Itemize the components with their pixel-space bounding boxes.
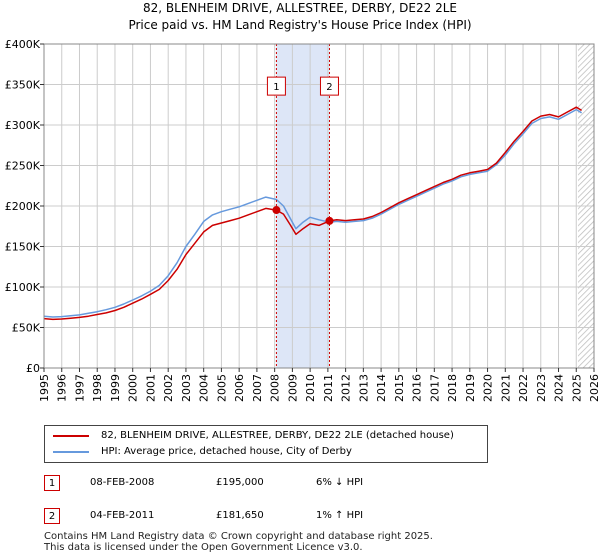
chart-title: 82, BLENHEIM DRIVE, ALLESTREE, DERBY, DE…: [143, 1, 457, 15]
y-tick-label: £100K: [5, 281, 41, 294]
y-tick-label: £250K: [5, 160, 41, 173]
series-line-property: [43, 106, 582, 321]
x-tick-label: 2003: [180, 374, 193, 402]
x-tick-label: 2013: [357, 374, 370, 402]
x-tick-label: 2012: [340, 374, 353, 402]
x-tick-label: 2024: [553, 374, 566, 402]
transaction-number-badge: 2: [44, 508, 60, 524]
legend: 82, BLENHEIM DRIVE, ALLESTREE, DERBY, DE…: [44, 425, 488, 463]
transaction-price: £181,650: [216, 510, 264, 521]
x-tick-label: 2017: [428, 374, 441, 402]
x-tick-label: 2005: [215, 374, 228, 402]
x-tick-label: 2011: [322, 374, 335, 402]
x-tick-label: 2000: [127, 374, 140, 402]
footer-copyright: Contains HM Land Registry data © Crown c…: [44, 531, 433, 542]
x-tick-label: 1998: [91, 374, 104, 402]
x-tick-label: 2016: [411, 374, 424, 402]
x-tick-label: 2020: [482, 374, 495, 402]
y-tick-label: £0: [26, 362, 40, 375]
table-row: 1 08-FEB-2008 £195,000 6% ↓ HPI: [44, 473, 564, 495]
x-tick-label: 2021: [499, 374, 512, 402]
transactions-table: 1 08-FEB-2008 £195,000 6% ↓ HPI 2 04-FEB…: [44, 473, 564, 539]
x-tick-label: 2022: [517, 374, 530, 402]
sale-point: [325, 216, 334, 225]
x-tick-label: 2010: [304, 374, 317, 402]
legend-swatch-red: [53, 435, 89, 437]
transaction-hpi-diff: 6% ↓ HPI: [316, 477, 364, 488]
transaction-price: £195,000: [216, 477, 264, 488]
y-tick-label: £400K: [5, 38, 41, 51]
legend-label-property: 82, BLENHEIM DRIVE, ALLESTREE, DERBY, DE…: [101, 430, 454, 441]
x-tick-label: 1997: [73, 374, 86, 402]
series-line-hpi: [43, 108, 582, 318]
x-tick-label: 2018: [446, 374, 459, 402]
sale-point: [272, 206, 281, 215]
legend-item-property: 82, BLENHEIM DRIVE, ALLESTREE, DERBY, DE…: [53, 429, 483, 443]
y-tick-label: £150K: [5, 241, 41, 254]
transaction-date: 08-FEB-2008: [90, 477, 155, 488]
x-tick-label: 2008: [269, 374, 282, 402]
x-tick-label: 2002: [162, 374, 175, 402]
x-tick-label: 2014: [375, 374, 388, 402]
x-tick-label: 2015: [393, 374, 406, 402]
sale-label-text: 2: [326, 82, 332, 93]
legend-label-hpi: HPI: Average price, detached house, City…: [101, 446, 352, 457]
legend-item-hpi: HPI: Average price, detached house, City…: [53, 445, 483, 459]
x-tick-label: 2023: [535, 374, 548, 402]
legend-swatch-blue: [53, 451, 89, 453]
sale-label-box: [266, 76, 286, 96]
x-tick-label: 1999: [109, 374, 122, 402]
x-tick-label: 2019: [464, 374, 477, 402]
x-tick-label: 2006: [233, 374, 246, 402]
price-chart: 1 2 £0 £50K £100K £150K £200K £250K £300K £350K £…: [5, 38, 600, 402]
footer-licence: This data is licensed under the Open Gov…: [44, 542, 363, 553]
x-tick-label: 2001: [144, 374, 157, 402]
x-tick-label: 2007: [251, 374, 264, 402]
chart-subtitle: Price paid vs. HM Land Registry's House …: [128, 18, 472, 32]
footer: Contains HM Land Registry data © Crown c…: [44, 531, 433, 553]
y-tick-label: £50K: [12, 322, 41, 335]
x-tick-label: 2026: [588, 374, 600, 402]
x-tick-label: 2009: [286, 374, 299, 402]
y-tick-label: £200K: [5, 200, 41, 213]
sale-label-box: [319, 76, 339, 96]
x-tick-label: 2025: [570, 374, 583, 402]
y-tick-label: £350K: [5, 79, 41, 92]
x-tick-label: 1995: [38, 374, 51, 402]
transaction-number-badge: 1: [44, 475, 60, 491]
sale-label-text: 1: [273, 82, 279, 93]
table-row: 2 04-FEB-2011 £181,650 1% ↑ HPI: [44, 506, 564, 528]
transaction-date: 04-FEB-2011: [90, 510, 155, 521]
x-tick-label: 1996: [56, 374, 69, 402]
y-tick-label: £300K: [5, 119, 41, 132]
x-tick-label: 2004: [198, 374, 211, 402]
transaction-hpi-diff: 1% ↑ HPI: [316, 510, 364, 521]
